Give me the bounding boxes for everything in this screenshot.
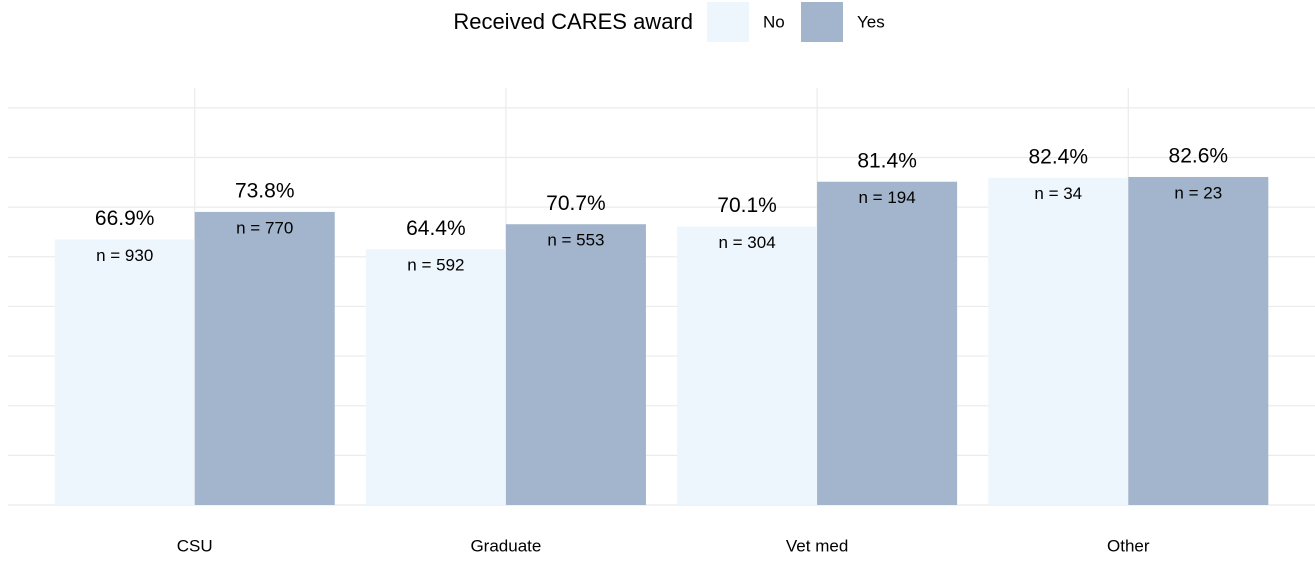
bar	[1128, 176, 1269, 505]
bar	[54, 239, 195, 505]
n-label: n = 23	[1174, 183, 1222, 202]
n-label: n = 194	[859, 188, 916, 207]
n-label: n = 34	[1034, 184, 1082, 203]
value-label: 66.9%	[95, 207, 155, 230]
value-label: 82.6%	[1169, 145, 1229, 168]
bar	[817, 181, 958, 505]
x-tick-label: Graduate	[470, 536, 541, 555]
value-label: 73.8%	[235, 179, 295, 202]
value-label: 82.4%	[1028, 145, 1088, 168]
legend-key	[707, 2, 749, 42]
n-label: n = 770	[236, 218, 293, 237]
value-label: 81.4%	[857, 149, 917, 172]
value-label: 70.1%	[717, 194, 777, 217]
n-label: n = 930	[96, 246, 153, 265]
value-label: 64.4%	[406, 217, 466, 240]
bar	[988, 177, 1129, 506]
legend-label: Yes	[857, 12, 885, 31]
legend-title: Received CARES award	[453, 9, 693, 34]
x-tick-label: Other	[1107, 536, 1150, 555]
bar	[505, 224, 646, 505]
x-tick-label: Vet med	[786, 536, 848, 555]
legend-label: No	[763, 12, 785, 31]
legend-key	[801, 2, 843, 42]
value-label: 70.7%	[546, 192, 606, 215]
bar	[194, 211, 335, 505]
n-label: n = 592	[407, 256, 464, 275]
bar	[365, 249, 506, 505]
n-label: n = 553	[547, 231, 604, 250]
n-label: n = 304	[718, 233, 775, 252]
bar	[677, 226, 818, 506]
x-tick-label: CSU	[177, 536, 213, 555]
